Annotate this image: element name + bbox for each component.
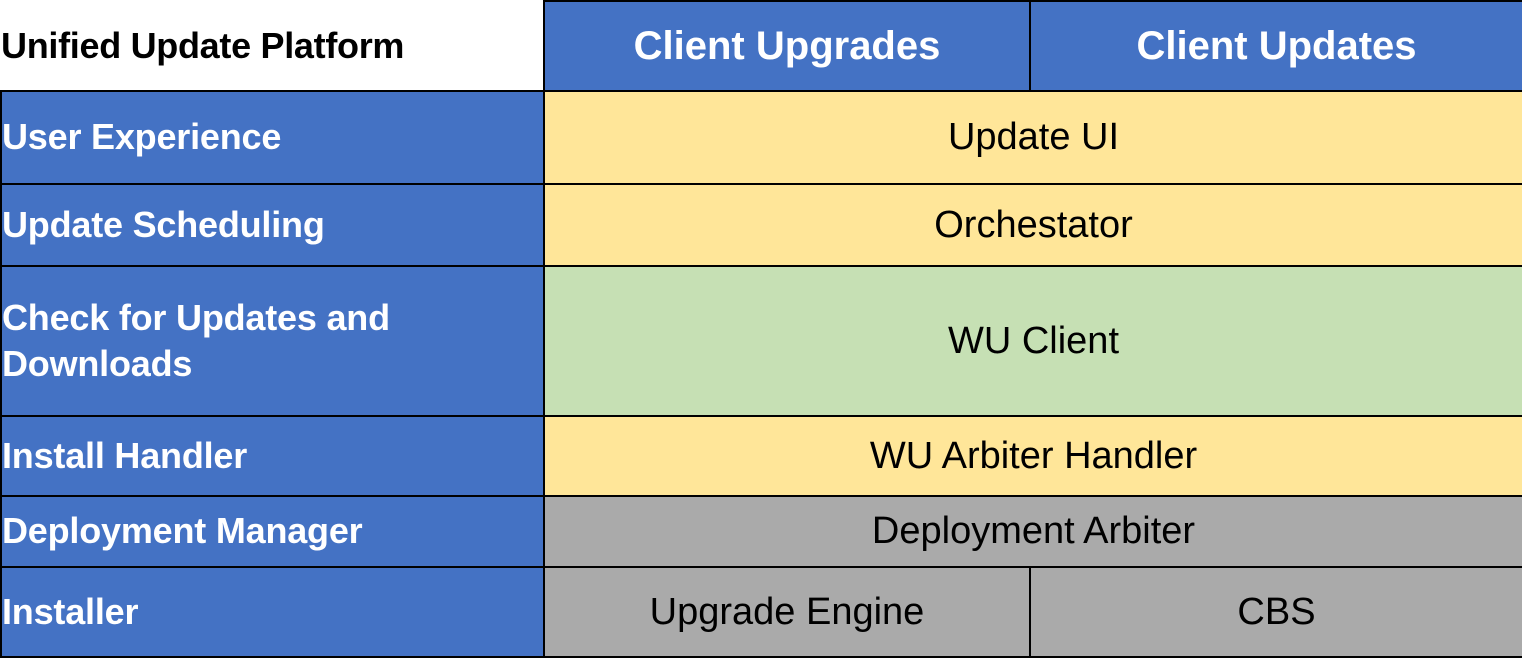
column-header-client-updates: Client Updates xyxy=(1029,0,1522,92)
table-row: Update Scheduling Orchestator xyxy=(0,183,1522,267)
row-header-check-for-updates-and-downloads: Check for Updates and Downloads xyxy=(0,265,545,417)
table-row: Install Handler WU Arbiter Handler xyxy=(0,415,1522,497)
table-row: Check for Updates and Downloads WU Clien… xyxy=(0,265,1522,417)
cell-update-ui: Update UI xyxy=(543,90,1522,185)
column-header-client-upgrades: Client Upgrades xyxy=(543,0,1031,92)
cell-cbs: CBS xyxy=(1029,566,1522,658)
table-corner-title: Unified Update Platform xyxy=(1,1,545,92)
cell-upgrade-engine: Upgrade Engine xyxy=(543,566,1031,658)
cell-wu-arbiter-handler: WU Arbiter Handler xyxy=(543,415,1522,497)
table-row: User Experience Update UI xyxy=(0,90,1522,185)
table-row: Deployment Manager Deployment Arbiter xyxy=(0,495,1522,568)
row-header-installer: Installer xyxy=(0,566,545,658)
cell-deployment-arbiter: Deployment Arbiter xyxy=(543,495,1522,568)
row-header-user-experience: User Experience xyxy=(0,90,545,185)
row-header-deployment-manager: Deployment Manager xyxy=(0,495,545,568)
table-header-row: Unified Update Platform Client Upgrades … xyxy=(1,0,1522,92)
table-row: Installer Upgrade Engine CBS xyxy=(0,566,1522,658)
row-header-install-handler: Install Handler xyxy=(0,415,545,497)
row-header-update-scheduling: Update Scheduling xyxy=(0,183,545,267)
cell-wu-client: WU Client xyxy=(543,265,1522,417)
cell-orchestator: Orchestator xyxy=(543,183,1522,267)
